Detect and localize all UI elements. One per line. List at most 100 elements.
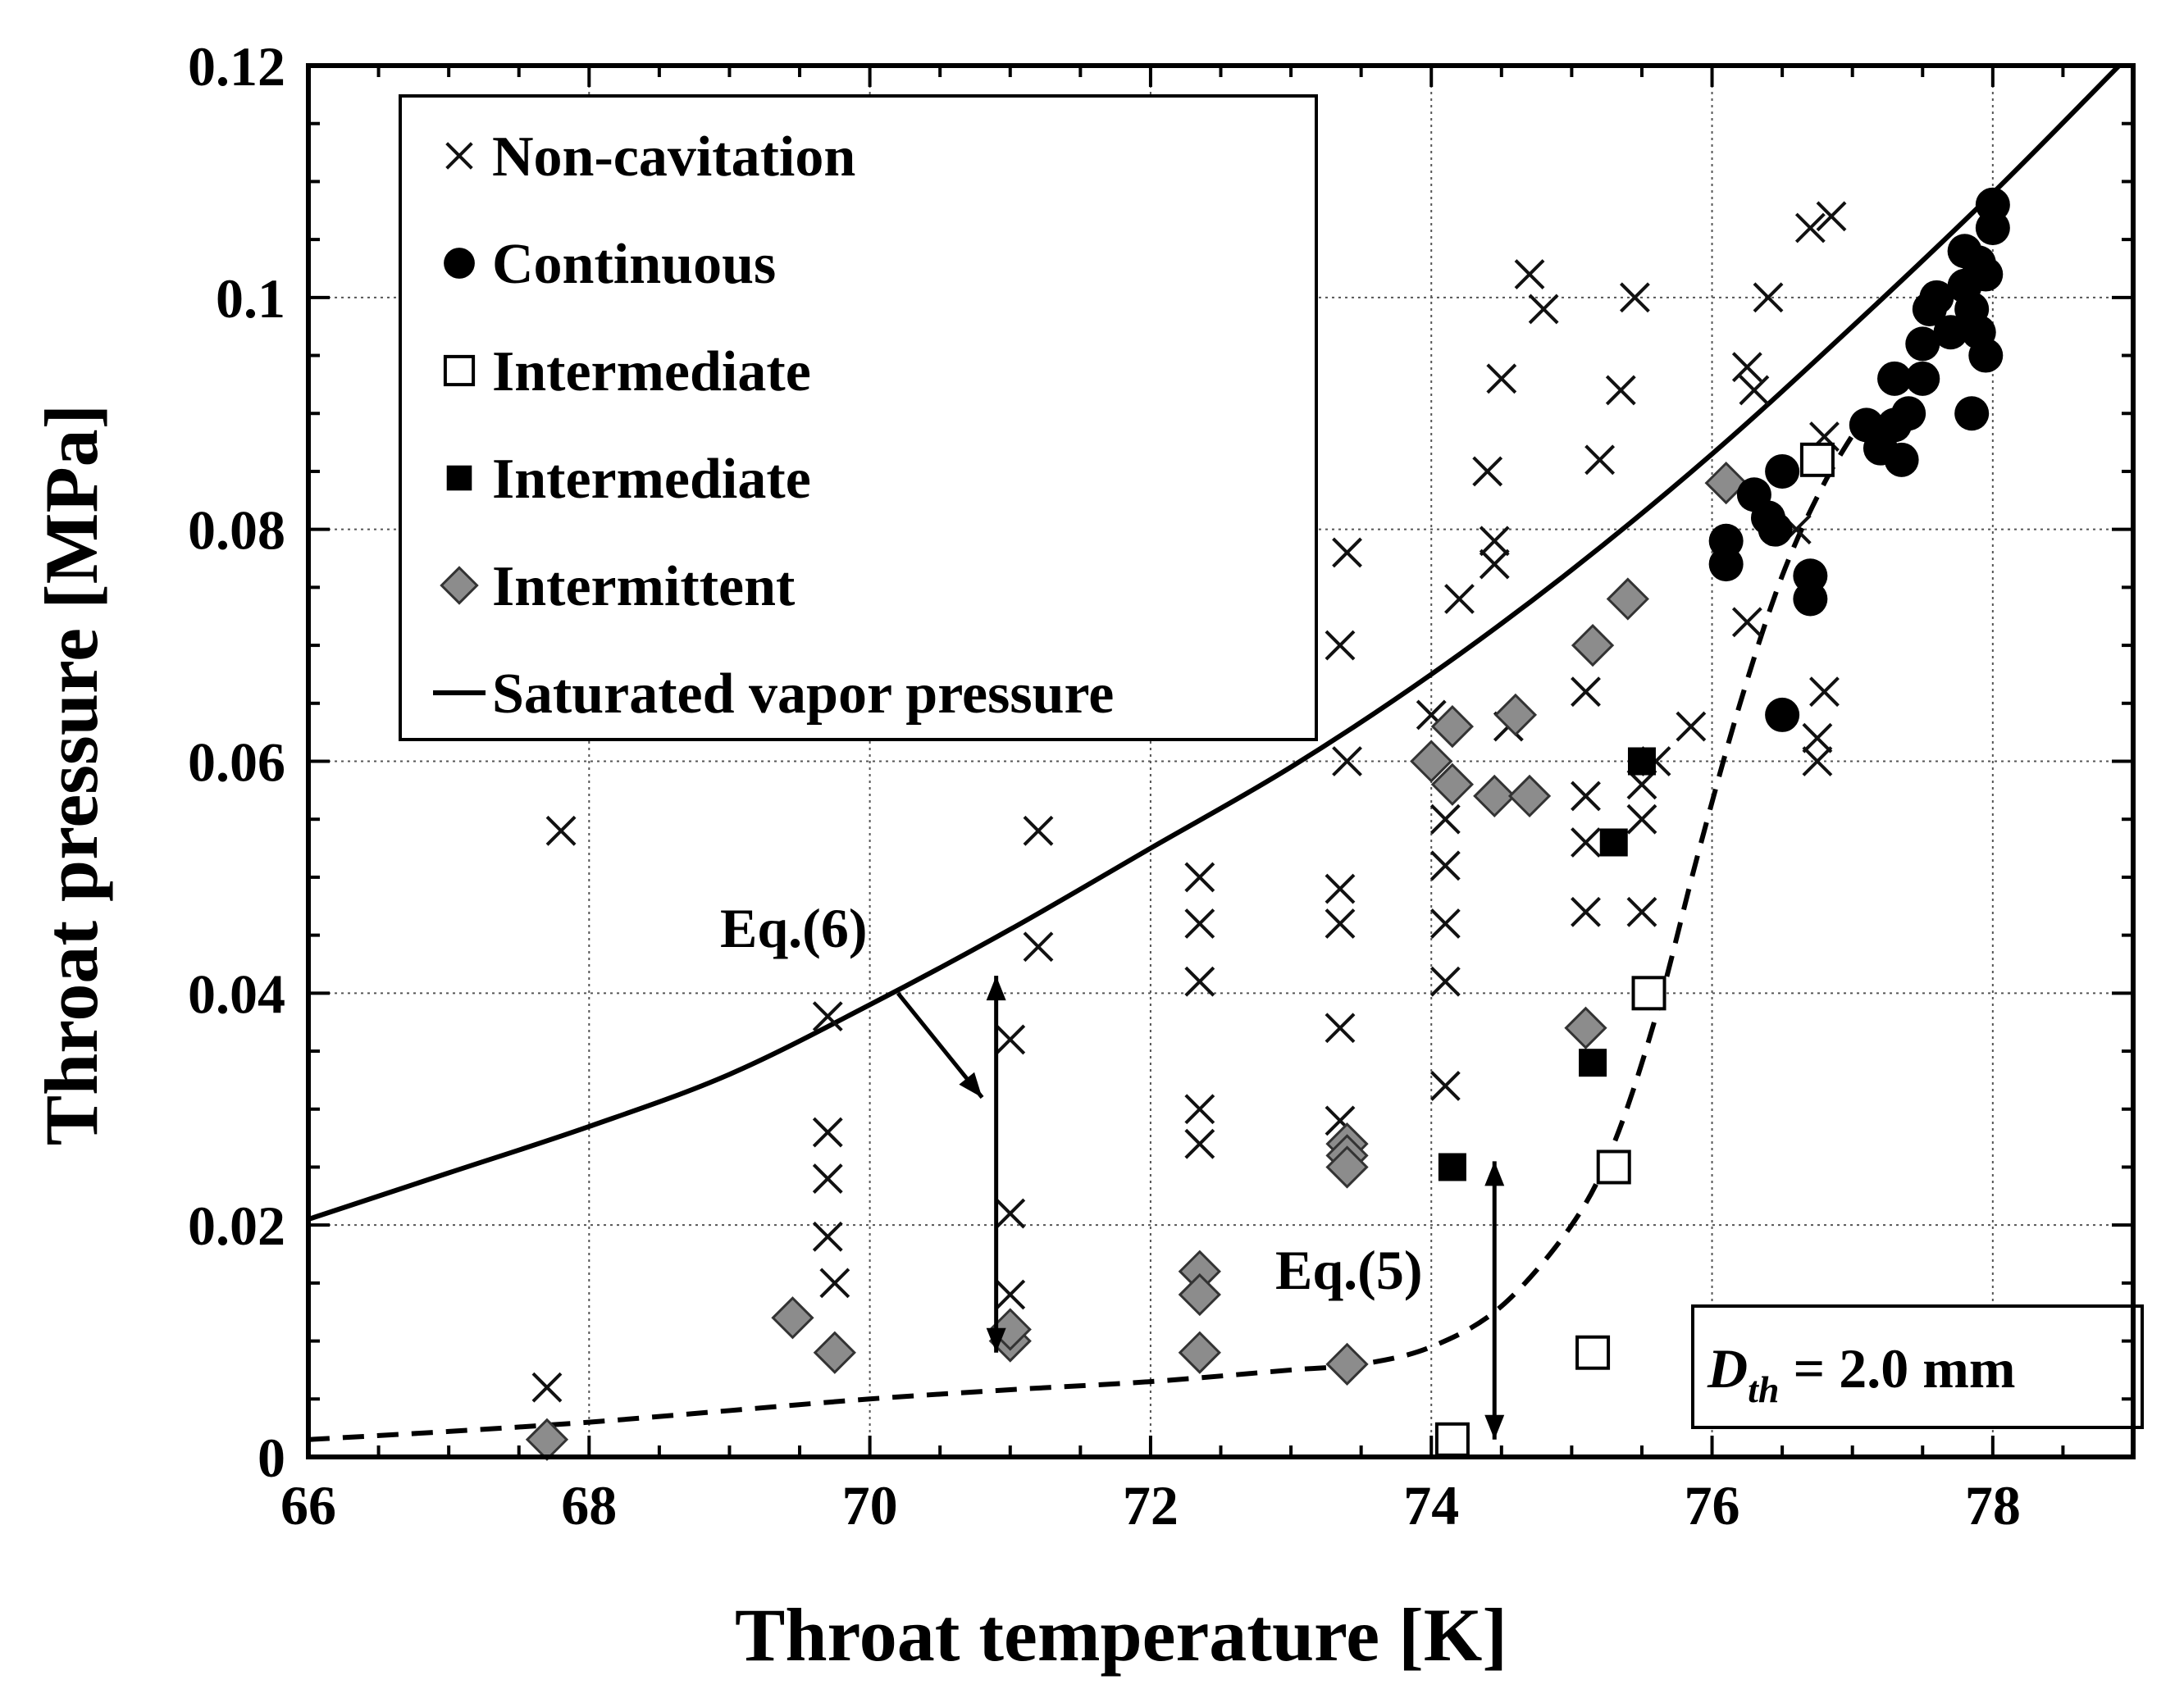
- non-cavitation-point: [819, 1268, 850, 1299]
- continuous-point: [1933, 315, 1968, 350]
- continuous-point: [1765, 453, 1800, 489]
- x-tick-label: 72: [1123, 1474, 1179, 1536]
- x-tick-label: 78: [1965, 1474, 2021, 1536]
- non-cavitation-point: [1619, 282, 1650, 313]
- continuous-point: [1968, 338, 2004, 373]
- intermediate-filled-point: [1438, 1153, 1466, 1181]
- x-axis-title: Throat temperature [K]: [735, 1593, 1507, 1677]
- non-cavitation-point: [1605, 375, 1636, 406]
- legend-item: Intermediate: [443, 340, 811, 403]
- legend-swatch: [446, 465, 472, 491]
- non-cavitation-point: [1325, 630, 1356, 661]
- saturated-vapor-pressure-curve: [308, 66, 2122, 1222]
- non-cavitation-point: [1184, 966, 1215, 997]
- y-tick-label: 0.06: [188, 731, 285, 794]
- continuous-point: [1954, 396, 1990, 431]
- intermediate-open-point: [1799, 442, 1835, 477]
- intermediate-open-point: [1631, 976, 1666, 1011]
- intermittent-point: [1430, 763, 1475, 806]
- intermittent-point: [813, 1331, 856, 1374]
- non-cavitation-point: [1794, 212, 1826, 244]
- y-tick-label: 0.1: [216, 267, 285, 330]
- non-cavitation-point: [1802, 722, 1833, 753]
- non-cavitation-point: [531, 1372, 563, 1403]
- legend-swatch: [444, 248, 475, 279]
- intermittent-point: [1325, 1145, 1369, 1189]
- non-cavitation-point: [1023, 815, 1054, 846]
- eq6-double-arrow: [986, 976, 1006, 1353]
- legend-box: [399, 94, 1318, 741]
- x-tick-label: 68: [561, 1474, 617, 1536]
- annotations: Eq.(6) Eq.(5) Dth = 2.0 mm: [720, 897, 2144, 1440]
- non-cavitation-point: [1528, 294, 1559, 325]
- continuous-point: [1884, 442, 1919, 477]
- non-cavitation-point: [1514, 259, 1545, 289]
- y-axis-title: Throat pressure [MPa]: [30, 404, 113, 1146]
- intermittent-point: [1178, 1331, 1221, 1374]
- legend-label: Non-cavitation: [492, 125, 855, 189]
- y-tick-label: 0: [258, 1427, 285, 1489]
- legend-label: Continuous: [492, 233, 776, 296]
- non-cavitation-point: [1816, 201, 1847, 232]
- continuous-point: [1905, 361, 1940, 396]
- non-cavitation-point: [1429, 850, 1461, 881]
- y-tick-label: 0.08: [188, 499, 285, 562]
- intermittent-point: [1507, 774, 1552, 818]
- intermittent-point: [771, 1296, 814, 1340]
- non-cavitation-point: [1184, 1128, 1215, 1159]
- non-cavitation-point: [1571, 676, 1601, 708]
- non-cavitation-point: [995, 1279, 1026, 1310]
- continuous-point: [1975, 187, 2010, 222]
- axes: 66 68 70 72 74 76 78 0 0.02 0.04 0.06 0.08 0.1 0.12: [188, 35, 2136, 1536]
- eq6-label: Eq.(6): [720, 897, 867, 959]
- non-cavitation-point: [995, 1024, 1026, 1055]
- non-cavitation-point: [1753, 282, 1784, 313]
- non-cavitation-point: [1731, 352, 1762, 383]
- intermittent-point: [1473, 774, 1516, 818]
- intermediate-open-point: [1575, 1335, 1611, 1370]
- non-cavitation-point: [1184, 862, 1215, 893]
- legend-label: Intermediate: [492, 448, 811, 511]
- legend: Non-cavitation Continuous Intermediate Inte…: [399, 94, 1318, 741]
- non-cavitation-point: [1325, 908, 1356, 939]
- non-cavitation-point: [812, 1001, 843, 1032]
- intermittent-point: [1410, 740, 1453, 783]
- non-cavitation-point: [1571, 781, 1601, 812]
- non-cavitation-point: [812, 1163, 843, 1195]
- non-cavitation-point: [1676, 711, 1707, 742]
- non-cavitation-point: [1626, 896, 1657, 927]
- non-cavitation-point: [1584, 444, 1616, 476]
- non-cavitation-point: [545, 815, 577, 846]
- continuous-point: [1891, 396, 1926, 431]
- non-cavitation-point: [1332, 746, 1362, 776]
- legend-label: Saturated vapor pressure: [492, 662, 1114, 726]
- legend-item: Intermediate: [446, 448, 811, 511]
- non-cavitation-point: [812, 1221, 843, 1252]
- eq6-leader-arrow: [896, 991, 984, 1099]
- y-tick-label: 0.02: [188, 1195, 285, 1257]
- legend-label: Intermittent: [492, 555, 795, 618]
- non-cavitation-point: [1429, 1071, 1461, 1101]
- y-tick-label: 0.04: [188, 963, 285, 1025]
- intermediate-filled-point: [1599, 828, 1628, 857]
- eq5-double-arrow: [1484, 1161, 1505, 1440]
- non-cavitation-point: [1325, 873, 1356, 904]
- non-cavitation-point: [1731, 607, 1762, 638]
- x-tick-label: 70: [842, 1474, 898, 1536]
- non-cavitation-point: [1479, 549, 1510, 580]
- intermittent-point: [1178, 1272, 1221, 1317]
- non-cavitation-point: [812, 1117, 843, 1148]
- legend-label: Intermediate: [492, 340, 811, 403]
- curves: [308, 66, 2122, 1442]
- continuous-point: [1919, 280, 1954, 315]
- legend-item: Non-cavitation: [445, 125, 855, 189]
- legend-swatch: [445, 142, 473, 170]
- non-cavitation-point: [1429, 966, 1461, 997]
- continuous-point: [1758, 512, 1793, 547]
- legend-item: Saturated vapor pressure: [433, 662, 1114, 726]
- non-cavitation-point: [1184, 908, 1215, 939]
- non-cavitation-point: [1472, 456, 1503, 487]
- legend-swatch: [443, 354, 476, 387]
- non-cavitation-point: [1332, 537, 1362, 568]
